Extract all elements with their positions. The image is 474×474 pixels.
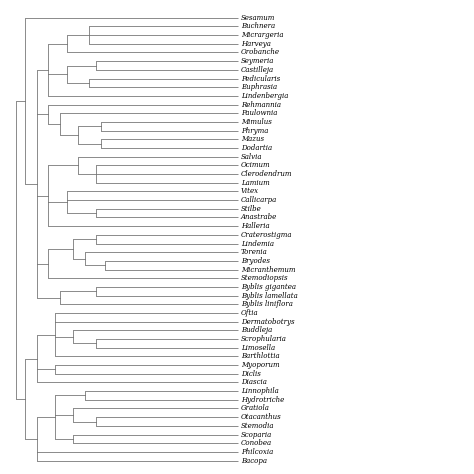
- Text: Diclis: Diclis: [241, 370, 261, 378]
- Text: Byblis gigantea: Byblis gigantea: [241, 283, 296, 291]
- Text: Phryma: Phryma: [241, 127, 268, 135]
- Text: Otacanthus: Otacanthus: [241, 413, 282, 421]
- Text: Limosella: Limosella: [241, 344, 275, 352]
- Text: Pedicularis: Pedicularis: [241, 74, 280, 82]
- Text: Vitex: Vitex: [241, 187, 259, 195]
- Text: Torenia: Torenia: [241, 248, 268, 256]
- Text: Seymeria: Seymeria: [241, 57, 274, 65]
- Text: Stilbe: Stilbe: [241, 205, 262, 213]
- Text: Callicarpa: Callicarpa: [241, 196, 277, 204]
- Text: Diascia: Diascia: [241, 378, 267, 386]
- Text: Orobanche: Orobanche: [241, 48, 280, 56]
- Text: Linnophila: Linnophila: [241, 387, 279, 395]
- Text: Gratiola: Gratiola: [241, 404, 270, 412]
- Text: Lindemia: Lindemia: [241, 239, 274, 247]
- Text: Bacopa: Bacopa: [241, 456, 267, 465]
- Text: Mimulus: Mimulus: [241, 118, 272, 126]
- Text: Castilleja: Castilleja: [241, 66, 274, 74]
- Text: Stemodia: Stemodia: [241, 422, 274, 430]
- Text: Ocimum: Ocimum: [241, 161, 271, 169]
- Text: Byblis liniflora: Byblis liniflora: [241, 301, 293, 308]
- Text: Harveya: Harveya: [241, 40, 271, 48]
- Text: Stemodiopsis: Stemodiopsis: [241, 274, 289, 282]
- Text: Conobea: Conobea: [241, 439, 272, 447]
- Text: Scoparia: Scoparia: [241, 430, 272, 438]
- Text: Bryodes: Bryodes: [241, 257, 270, 265]
- Text: Paulownia: Paulownia: [241, 109, 277, 117]
- Text: Mazus: Mazus: [241, 135, 264, 143]
- Text: Myoporum: Myoporum: [241, 361, 280, 369]
- Text: Byblis lamellata: Byblis lamellata: [241, 292, 298, 300]
- Text: Scrophularia: Scrophularia: [241, 335, 287, 343]
- Text: Hydrotriche: Hydrotriche: [241, 396, 284, 404]
- Text: Barthlottia: Barthlottia: [241, 352, 280, 360]
- Text: Dermatobotrys: Dermatobotrys: [241, 318, 295, 326]
- Text: Clerodendrum: Clerodendrum: [241, 170, 292, 178]
- Text: Halleria: Halleria: [241, 222, 270, 230]
- Text: Rehmannia: Rehmannia: [241, 100, 281, 109]
- Text: Lindenbergia: Lindenbergia: [241, 92, 288, 100]
- Text: Buchnera: Buchnera: [241, 22, 275, 30]
- Text: Dodartia: Dodartia: [241, 144, 272, 152]
- Text: Oftia: Oftia: [241, 309, 259, 317]
- Text: Micrargeria: Micrargeria: [241, 31, 283, 39]
- Text: Anastrabe: Anastrabe: [241, 213, 277, 221]
- Text: Lamium: Lamium: [241, 179, 270, 187]
- Text: Buddleja: Buddleja: [241, 326, 272, 334]
- Text: Micranthemum: Micranthemum: [241, 265, 295, 273]
- Text: Philcoxia: Philcoxia: [241, 448, 273, 456]
- Text: Sesamum: Sesamum: [241, 14, 275, 22]
- Text: Craterostigma: Craterostigma: [241, 231, 292, 239]
- Text: Euphrasia: Euphrasia: [241, 83, 277, 91]
- Text: Salvia: Salvia: [241, 153, 263, 161]
